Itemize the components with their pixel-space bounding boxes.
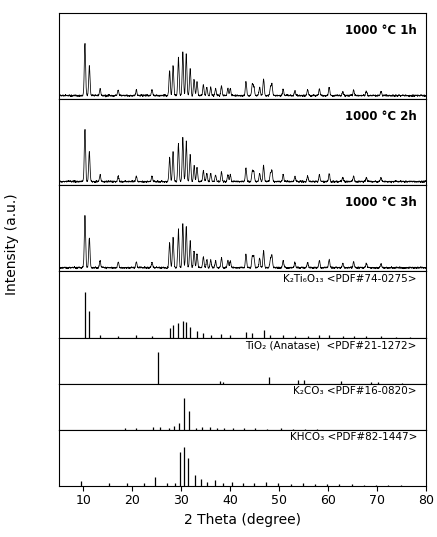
Text: Intensity (a.u.): Intensity (a.u.) bbox=[5, 193, 19, 295]
Text: 1000 °C 1h: 1000 °C 1h bbox=[345, 24, 417, 37]
Text: TiO₂ (Anatase)  <PDF#21-1272>: TiO₂ (Anatase) <PDF#21-1272> bbox=[246, 340, 417, 350]
Text: K₂CO₃ <PDF#16-0820>: K₂CO₃ <PDF#16-0820> bbox=[293, 386, 417, 396]
Text: 1000 °C 3h: 1000 °C 3h bbox=[345, 195, 417, 209]
Text: 2 Theta (degree): 2 Theta (degree) bbox=[184, 513, 301, 527]
Text: K₂Ti₆O₁₃ <PDF#74-0275>: K₂Ti₆O₁₃ <PDF#74-0275> bbox=[284, 274, 417, 284]
Text: 1000 °C 2h: 1000 °C 2h bbox=[345, 110, 417, 123]
Text: KHCO₃ <PDF#82-1447>: KHCO₃ <PDF#82-1447> bbox=[290, 432, 417, 442]
